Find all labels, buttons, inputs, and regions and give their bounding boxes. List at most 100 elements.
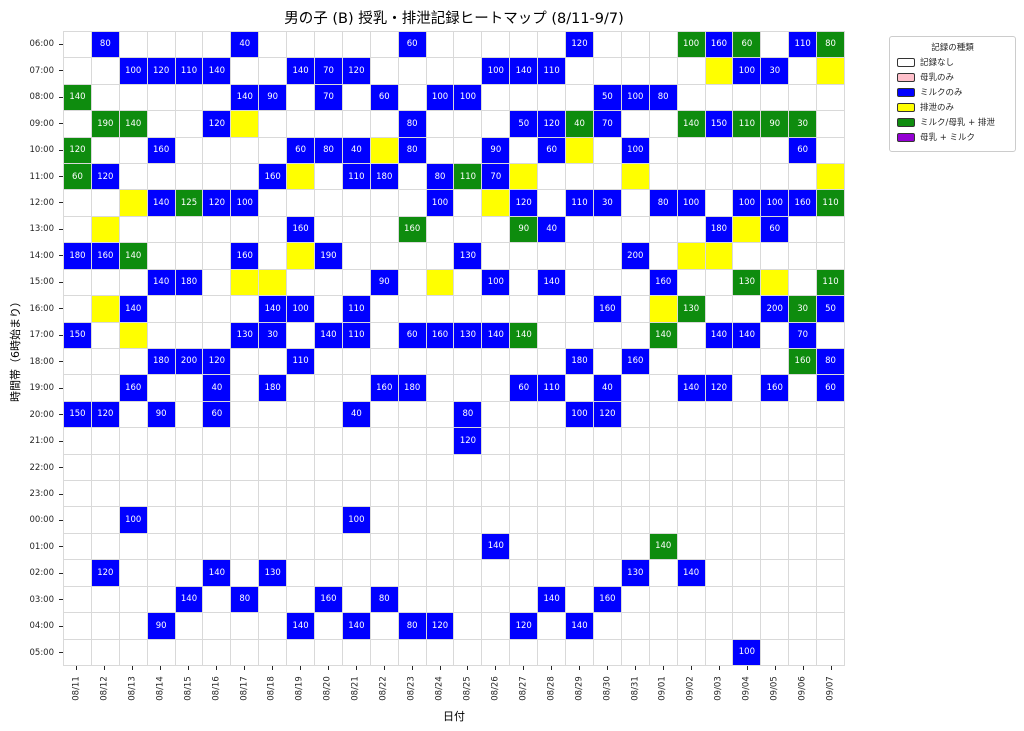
heatmap-cell: 120 [203, 111, 231, 137]
heatmap-cell: 70 [593, 111, 621, 137]
heatmap-cell [203, 454, 231, 481]
heatmap-cell: 100 [426, 84, 454, 111]
heatmap-cell [621, 507, 649, 533]
heatmap-cell [677, 322, 705, 348]
legend-swatch [897, 102, 915, 112]
heatmap-cell [510, 296, 538, 322]
heatmap-cell: 110 [342, 296, 370, 322]
y-tick-mark [59, 414, 63, 416]
heatmap-cell [231, 507, 259, 533]
heatmap-cell: 150 [64, 322, 91, 348]
y-tick-mark [59, 599, 63, 601]
heatmap-cell [817, 401, 844, 428]
heatmap-cell [677, 481, 705, 507]
heatmap-cell [315, 296, 342, 322]
heatmap-cell: 140 [482, 533, 510, 560]
x-tick-mark [802, 666, 804, 670]
heatmap-cell [761, 586, 789, 613]
heatmap-cell [566, 164, 593, 190]
y-tick-label: 20:00 [29, 409, 55, 420]
heatmap-cell: 180 [705, 216, 733, 243]
heatmap-cell: 30 [789, 296, 817, 322]
heatmap-cell: 60 [398, 32, 426, 58]
heatmap-cell: 40 [593, 375, 621, 401]
heatmap-cell [510, 269, 538, 296]
heatmap-cell [287, 84, 315, 111]
heatmap-cell [593, 32, 621, 58]
heatmap-cell: 60 [203, 401, 231, 428]
x-tick-label: 08/15 [183, 676, 194, 701]
heatmap-plot-area: 80 40 60 120 100 160 60 110 80 100 120 110 140 140 70 1… [63, 31, 845, 666]
heatmap-cell [147, 84, 175, 111]
x-tick-mark [579, 666, 581, 670]
heatmap-cell: 110 [287, 348, 315, 375]
heatmap-cell [454, 348, 482, 375]
heatmap-cell [789, 507, 817, 533]
heatmap-cell [119, 401, 147, 428]
heatmap-cell [621, 586, 649, 613]
heatmap-cell [593, 613, 621, 639]
heatmap-cell [677, 84, 705, 111]
heatmap-cell: 125 [175, 190, 203, 216]
heatmap-cell [231, 401, 259, 428]
x-tick-mark [244, 666, 246, 670]
heatmap-cell: 100 [761, 190, 789, 216]
x-tick-label: 09/05 [769, 676, 780, 701]
heatmap-cell [91, 348, 119, 375]
heatmap-cell [454, 613, 482, 639]
legend-label: ミルク/母乳 + 排泄 [920, 118, 995, 128]
heatmap-cell [426, 296, 454, 322]
heatmap-cell [370, 243, 398, 269]
heatmap-cell [91, 481, 119, 507]
heatmap-cell [64, 58, 91, 84]
heatmap-cell [91, 84, 119, 111]
heatmap-cell [203, 507, 231, 533]
heatmap-cell [789, 243, 817, 269]
legend-items: 記録なし 母乳のみ ミルクのみ 排泄のみ ミルク/母乳 + 排泄 母乳 + ミルク [897, 56, 1008, 143]
heatmap-cell [231, 613, 259, 639]
heatmap-cell [705, 586, 733, 613]
heatmap-cell [733, 216, 761, 243]
heatmap-cell [175, 111, 203, 137]
x-tick-label: 09/01 [657, 676, 668, 701]
y-tick-label: 11:00 [29, 171, 55, 182]
heatmap-cell [677, 533, 705, 560]
heatmap-cell [91, 190, 119, 216]
heatmap-cell [398, 401, 426, 428]
y-tick-mark [59, 96, 63, 98]
heatmap-cell [119, 533, 147, 560]
heatmap-cell: 100 [621, 84, 649, 111]
x-tick-mark [830, 666, 832, 670]
heatmap-cell [817, 613, 844, 639]
heatmap-cell [621, 454, 649, 481]
heatmap-cell [761, 269, 789, 296]
heatmap-cell [621, 111, 649, 137]
x-tick-mark [216, 666, 218, 670]
y-tick-mark [59, 625, 63, 627]
heatmap-cell: 140 [64, 84, 91, 111]
heatmap-cell: 80 [649, 190, 677, 216]
heatmap-cell: 140 [147, 269, 175, 296]
x-tick-mark [160, 666, 162, 670]
heatmap-cell [398, 428, 426, 454]
heatmap-cell [649, 58, 677, 84]
x-tick-label: 08/14 [155, 676, 166, 701]
heatmap-cell [426, 401, 454, 428]
heatmap-cell: 120 [203, 348, 231, 375]
heatmap-cell [705, 613, 733, 639]
heatmap-cell [259, 269, 287, 296]
heatmap-cell: 120 [454, 428, 482, 454]
heatmap-cell: 160 [147, 137, 175, 164]
legend-item: 排泄のみ [897, 101, 1008, 113]
heatmap-cell [705, 269, 733, 296]
heatmap-cell [175, 322, 203, 348]
heatmap-cell [203, 164, 231, 190]
heatmap-cell [566, 586, 593, 613]
heatmap-cell [64, 375, 91, 401]
heatmap-cell: 120 [705, 375, 733, 401]
heatmap-cell: 140 [119, 111, 147, 137]
heatmap-cell [733, 348, 761, 375]
heatmap-cell [621, 269, 649, 296]
heatmap-cell [287, 111, 315, 137]
heatmap-cell: 160 [705, 32, 733, 58]
